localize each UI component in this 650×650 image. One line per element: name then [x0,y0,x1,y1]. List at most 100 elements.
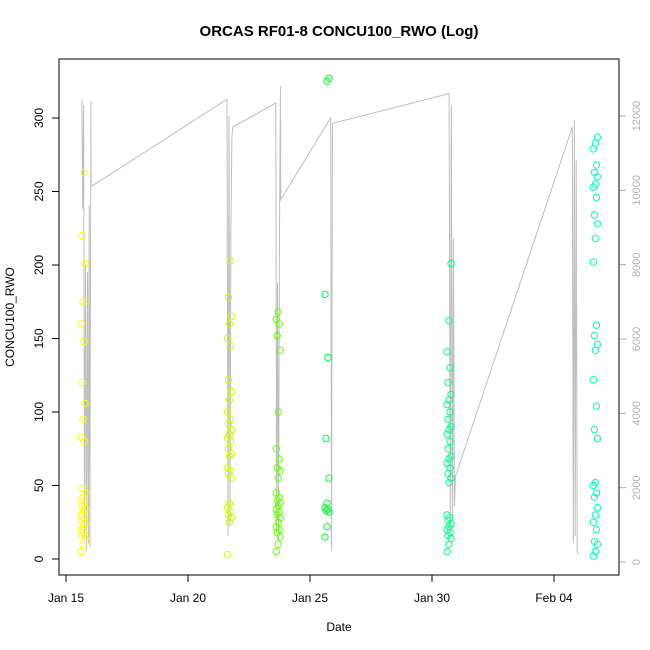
data-point-rf06 [591,547,600,556]
data-point-rf04 [321,533,329,541]
data-point-rf02 [225,430,234,438]
data-point-rf03 [272,445,280,453]
data-point-rf02 [226,415,235,424]
data-point-rf06 [590,211,599,219]
y2-tick-label: 12000 [631,101,643,132]
data-point-rf05 [447,259,455,268]
x-tick-label: Jan 15 [48,591,84,605]
data-point-rf02 [226,342,235,350]
data-point-rf06 [593,503,602,512]
x-tick-label: Jan 30 [414,591,450,605]
y2-tick-label: 8000 [631,252,643,276]
data-point-rf06 [592,489,601,497]
data-point-rf04 [323,499,331,507]
y-tick-label: 50 [32,479,46,493]
data-point-rf01 [77,433,85,441]
y2-series-line [81,86,579,555]
data-point-rf02 [224,376,233,384]
data-point-rf01 [78,378,86,387]
data-point-rf05 [443,400,451,409]
data-point-rf03 [275,455,283,463]
y-axis-label: CONCU100_RWO [3,267,17,367]
data-point-rf02 [225,396,234,404]
y-tick-label: 0 [32,555,46,562]
data-point-rf04 [325,474,333,482]
data-point-rf06 [591,234,600,243]
data-point-rf03 [272,315,280,324]
data-point-rf02 [226,256,235,265]
data-point-rf06 [590,168,599,177]
data-point-rf02 [223,550,232,559]
data-point-rf06 [589,258,598,266]
data-point-rf05 [446,408,454,416]
data-point-rf03 [274,540,282,548]
data-point-rf01 [81,259,89,268]
y2-tick-label: 2000 [631,475,643,499]
data-point-rf02 [223,434,232,443]
data-point-rf04 [325,74,333,83]
y2-series-line-group [81,86,579,555]
data-point-rf05 [444,378,452,387]
data-point-rf06 [592,402,601,410]
data-point-rf05 [446,437,454,446]
data-point-rf05 [443,459,451,468]
data-point-rf06 [589,552,598,560]
data-point-rf03 [274,474,282,482]
data-point-rf06 [593,434,602,443]
data-point-rf03 [274,408,282,416]
data-point-rf06 [593,340,602,349]
data-point-rf02 [223,408,232,416]
data-point-rf05 [447,452,455,460]
y-tick-label: 100 [32,402,46,422]
data-point-rf06 [593,220,602,228]
data-point-rf01 [78,231,86,240]
data-point-rf06 [590,331,599,340]
data-point-rf06 [589,518,598,526]
data-point-rf01 [81,399,89,407]
data-point-rf03 [272,523,280,531]
data-point-rf06 [592,161,601,169]
x-tick-label: Jan 25 [292,591,328,605]
data-point-rf05 [444,445,452,453]
y-tick-label: 200 [32,255,46,275]
data-point-rf02 [224,293,233,301]
data-point-rf03 [272,489,280,497]
x-axis-label: Date [326,620,352,634]
chart-title: ORCAS RF01-8 CONCU100_RWO (Log) [200,23,479,40]
data-point-rf05 [443,348,451,356]
data-point-rf01 [77,320,85,328]
data-point-rf05 [445,317,453,325]
data-point-rf02 [227,387,236,396]
data-point-rf06 [590,425,599,434]
y-tick-label: 150 [32,328,46,348]
data-point-rf02 [225,320,234,328]
data-point-rf06 [591,478,600,487]
data-point-rf01 [79,415,87,424]
data-point-rf06 [590,493,599,501]
data-point-rf01 [79,298,87,306]
y-tick-label: 250 [32,181,46,201]
data-point-rf02 [225,518,234,526]
x-tick-label: Feb 04 [535,591,573,605]
data-point-rf06 [592,321,601,329]
data-point-rf06 [592,193,601,202]
data-point-rf05 [445,478,453,487]
data-point-rf02 [223,334,232,343]
data-point-rf02 [224,445,233,453]
data-point-rf06 [593,133,602,141]
data-point-rf06 [590,537,599,546]
y2-tick-label: 0 [631,559,643,565]
data-point-rf05 [446,364,454,372]
data-point-rf02 [223,464,232,472]
data-point-rf05 [447,390,455,399]
data-point-rf06 [589,376,598,384]
data-point-rf01 [80,337,88,346]
data-point-rf02 [227,312,236,321]
data-point-rf05 [447,423,455,431]
data-point-rf03 [273,331,281,340]
data-point-rf01 [80,168,88,177]
y-tick-label: 300 [32,108,46,128]
data-point-rf04 [321,290,329,299]
data-point-rf03 [273,464,281,472]
